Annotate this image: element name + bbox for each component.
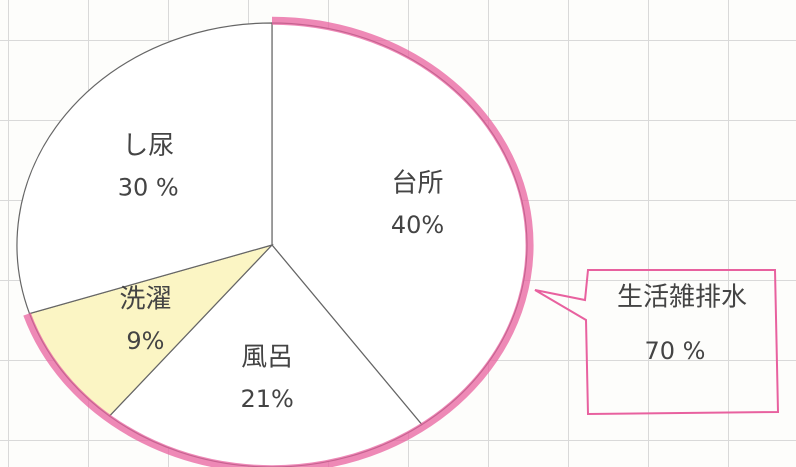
slice-value: 30 % [118,174,179,202]
slice-label: 洗濯 [119,284,171,314]
slice-label: 風呂 [241,343,293,373]
slice-value: 21% [241,385,294,413]
callout-title: 生活雑排水 [617,283,747,313]
callout-value: 70 % [645,337,706,365]
slice-label: 台所 [392,168,444,198]
page: {"chart_data": {"type": "pie", "categori… [0,0,796,467]
chart: 生活雑排水 70 % 台所 40% 風呂 21% 洗濯 9% し尿 30 % [0,0,796,467]
slice-value: 9% [126,327,164,355]
slice-value: 40% [391,211,444,239]
slice-label: し尿 [122,131,174,161]
